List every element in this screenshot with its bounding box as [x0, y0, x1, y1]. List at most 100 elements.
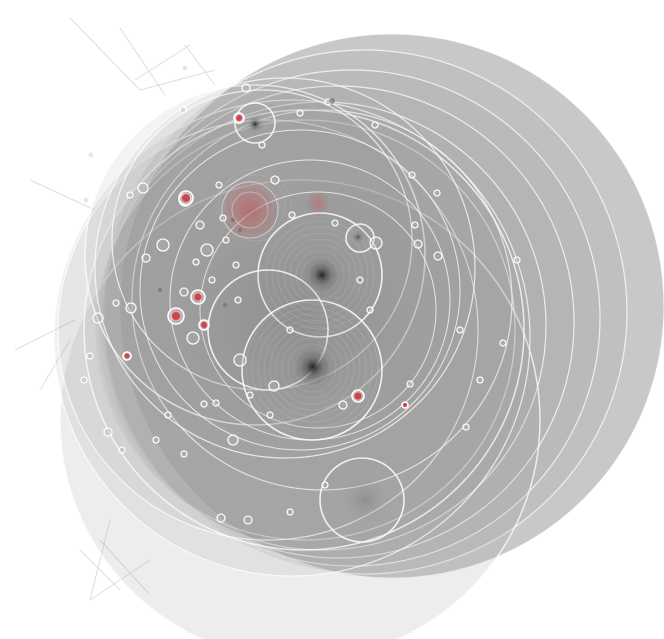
node-circle [227, 434, 239, 446]
node-circle [433, 251, 443, 261]
node-circle [413, 239, 423, 249]
node-circle [200, 400, 208, 408]
node-circle [179, 287, 189, 297]
highlighted-node [194, 293, 202, 301]
node-circle [232, 261, 240, 269]
node-circle [233, 353, 247, 367]
node-circle [212, 399, 220, 407]
node-circle [186, 331, 200, 345]
node-circle [192, 258, 200, 266]
node-circle [371, 121, 379, 129]
highlighted-node [201, 322, 207, 328]
hub-ring [277, 232, 363, 318]
node-circle [181, 64, 189, 72]
node-circle [246, 391, 254, 399]
highlighted-node [354, 392, 362, 400]
node-circle [433, 189, 441, 197]
highlighted-cluster-ring [231, 191, 269, 229]
hub-ring [265, 220, 375, 330]
node-circle [112, 299, 120, 307]
node-circle [321, 481, 329, 489]
node-dot [329, 98, 335, 104]
node-circle [268, 380, 280, 392]
hub-ring [251, 307, 373, 429]
node-circle [82, 196, 90, 204]
node-circle [103, 427, 113, 437]
node-circle [137, 182, 149, 194]
node-circle [241, 83, 251, 93]
hub-ring [271, 226, 369, 324]
node-circle [270, 175, 280, 185]
node-dot [231, 218, 235, 222]
node-circle [208, 276, 216, 284]
node-circle [513, 256, 521, 264]
node-circle [195, 220, 205, 230]
node-circle [296, 109, 304, 117]
node-dot [223, 303, 227, 307]
node-circle [87, 151, 95, 159]
hub-ring [283, 238, 357, 312]
node-circle [152, 436, 160, 444]
hub-ring [263, 319, 361, 417]
node-circle [406, 380, 414, 388]
node-dot [238, 228, 242, 232]
node-circle [243, 515, 253, 525]
node-circle [126, 191, 134, 199]
node-dot [158, 288, 162, 292]
highlighted-node [172, 312, 180, 320]
inner-cluster-layers [160, 102, 440, 543]
node-circle [266, 411, 274, 419]
node-circle [369, 236, 383, 250]
node-circle [125, 302, 137, 314]
node-circle [286, 326, 294, 334]
node-circle [179, 106, 187, 114]
node-circle [476, 376, 484, 384]
node-circle [222, 236, 230, 244]
small-node-circles [80, 64, 521, 525]
node-circle [456, 326, 464, 334]
node-circle [86, 352, 94, 360]
highlighted-cluster [221, 181, 279, 239]
node-circle [462, 423, 470, 431]
hub-ring [257, 313, 367, 423]
node-circle [408, 171, 416, 179]
highlighted-node [182, 194, 190, 202]
node-circle [92, 312, 104, 324]
hub-ring [269, 325, 355, 411]
node-circle [234, 296, 242, 304]
node-circle [80, 376, 88, 384]
node-circle [338, 400, 348, 410]
node-circle [118, 446, 126, 454]
node-circle [164, 411, 172, 419]
center-haze [160, 180, 440, 460]
node-circle [156, 238, 170, 252]
hub-ring [218, 168, 292, 242]
node-circle [200, 243, 214, 257]
hub-core [279, 333, 347, 401]
highlighted-node-circles [122, 112, 409, 409]
node-circle [288, 211, 296, 219]
hub-core [243, 112, 267, 136]
hub-core [349, 228, 367, 246]
node-circle [331, 219, 339, 227]
node-circle [141, 253, 151, 263]
node-circle [366, 306, 374, 314]
highlighted-node [403, 403, 407, 407]
hub-ring [275, 331, 349, 405]
highlighted-node [236, 115, 242, 121]
highlighted-cluster [307, 192, 329, 214]
node-circle [216, 513, 226, 523]
node-circle [286, 508, 294, 516]
node-circle [180, 450, 188, 458]
hub-core [339, 474, 391, 526]
node-circle [499, 339, 507, 347]
node-circle [219, 214, 227, 222]
hub-core [292, 245, 352, 305]
node-circle [356, 276, 364, 284]
node-circle [258, 141, 266, 149]
highlighted-node [124, 353, 130, 359]
network-links [14, 17, 216, 601]
node-circle [215, 181, 223, 189]
